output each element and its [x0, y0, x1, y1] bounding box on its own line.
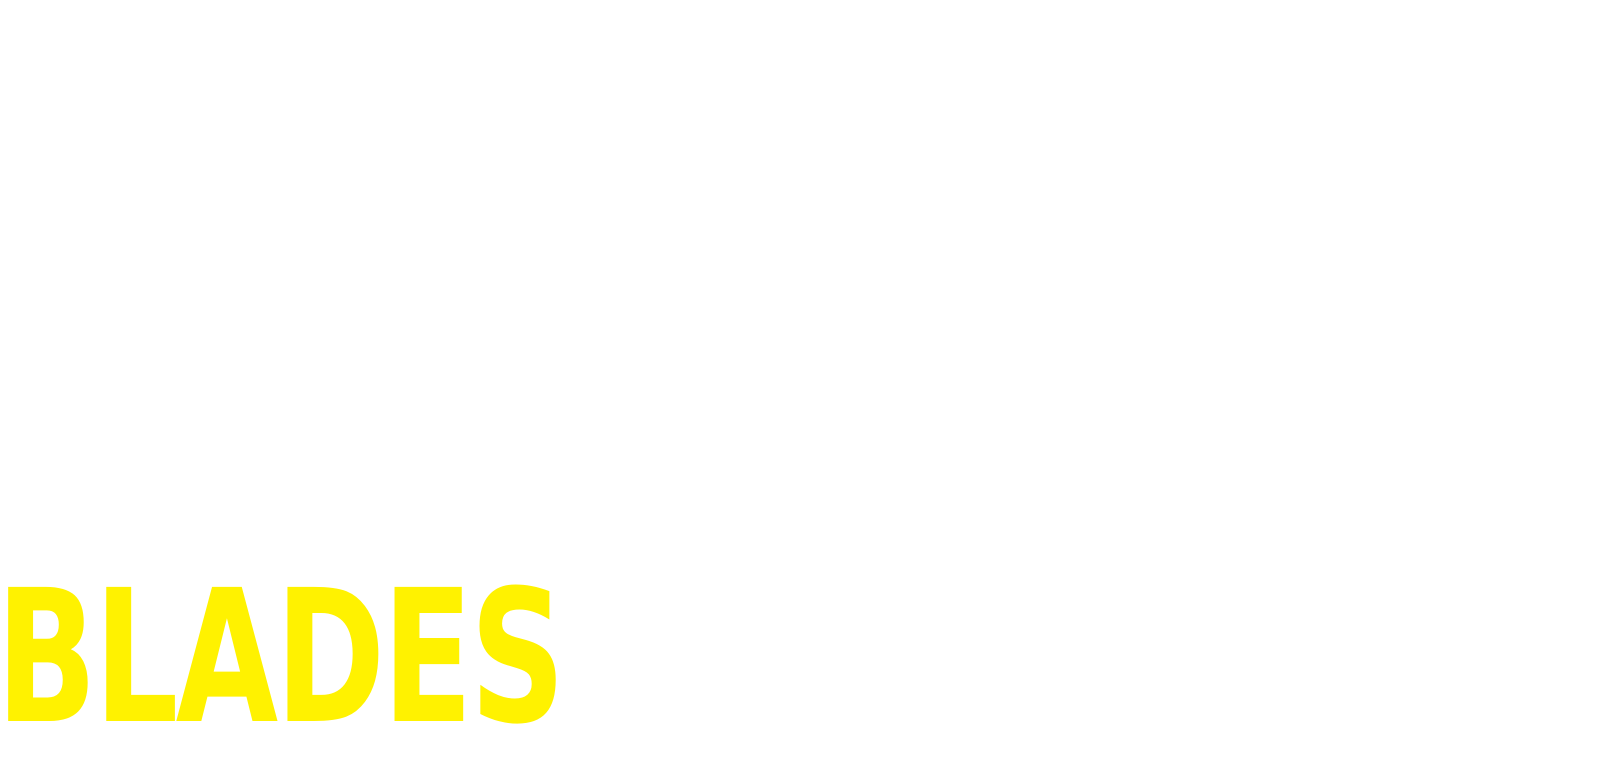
- blades-title: BLADES: [0, 551, 565, 765]
